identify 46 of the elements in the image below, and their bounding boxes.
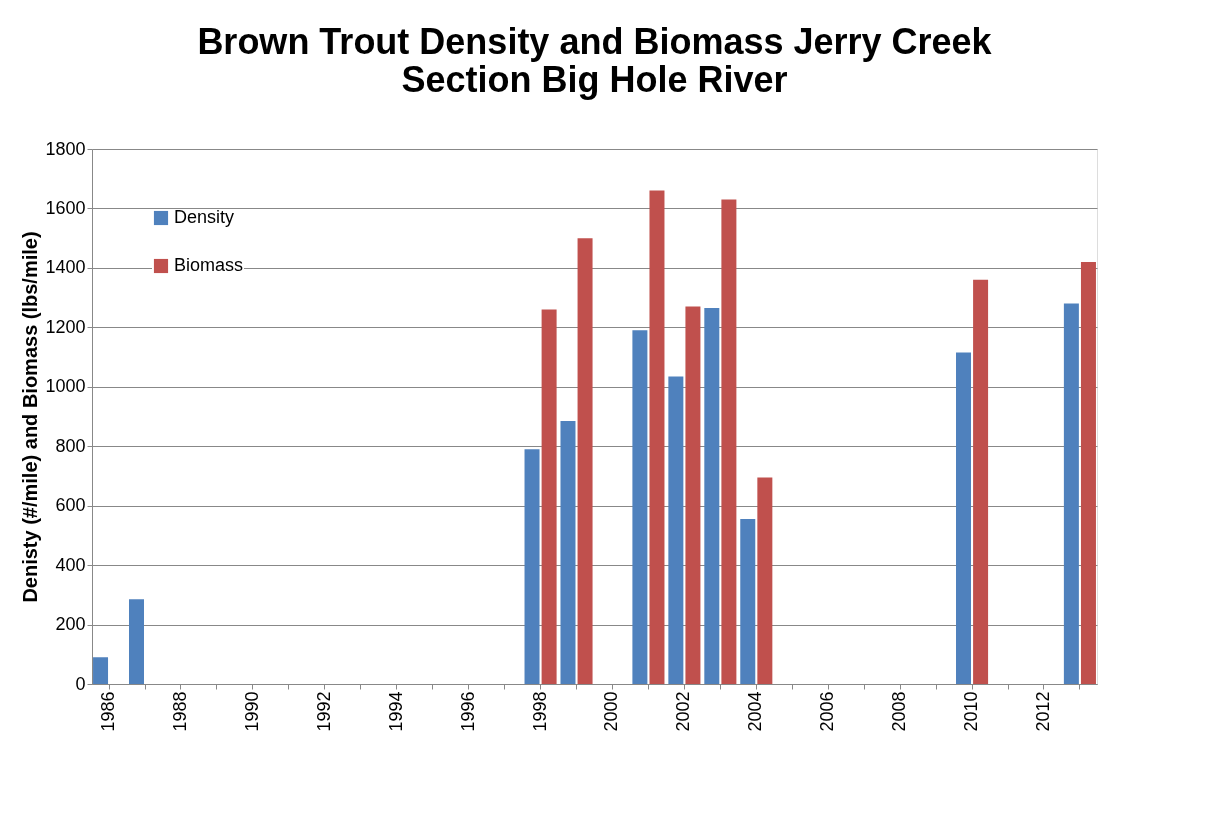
- x-tick-label: 2010: [961, 691, 982, 732]
- bar: [524, 449, 540, 684]
- x-tick-label: 1998: [529, 691, 550, 732]
- bar: [93, 657, 109, 684]
- bar: [685, 306, 701, 684]
- y-tick-label: 1600: [45, 197, 86, 218]
- x-tick-label: 2000: [601, 691, 622, 732]
- y-tick-label: 1400: [45, 257, 86, 278]
- bar: [740, 519, 756, 684]
- bar: [560, 420, 576, 684]
- bar: [632, 330, 648, 684]
- bar: [577, 238, 593, 684]
- bar: [973, 279, 989, 684]
- bar: [757, 477, 773, 684]
- y-tick-label: 800: [55, 435, 86, 456]
- y-tick-label: 1000: [45, 376, 86, 397]
- x-tick-label: 1996: [457, 691, 478, 732]
- x-tick-label: 2012: [1032, 691, 1053, 732]
- bar: [668, 376, 684, 684]
- chart-title: Brown Trout Density and Biomass Jerry Creek Section Big Hole River: [197, 21, 993, 100]
- y-tick-label: 600: [55, 495, 86, 516]
- y-axis-title: Denisty (#/mile) and Biomass (lbs/mile): [19, 231, 42, 603]
- y-tick-label: 1800: [45, 138, 86, 159]
- y-tick-label: 1200: [45, 316, 86, 337]
- legend-label: Density: [174, 207, 235, 227]
- y-tick-label: 400: [55, 554, 86, 575]
- bar: [956, 352, 972, 684]
- bar: [541, 309, 557, 684]
- x-tick-label: 1992: [313, 691, 334, 732]
- bar: [721, 199, 737, 684]
- bar: [704, 308, 720, 684]
- x-tick-label: 2008: [889, 691, 910, 732]
- x-tick-label: 2006: [817, 691, 838, 732]
- bar: [649, 190, 665, 684]
- bar: [129, 599, 144, 684]
- legend-label: Biomass: [174, 255, 244, 275]
- bar: [1063, 303, 1079, 684]
- x-tick-label: 2004: [745, 691, 766, 732]
- x-tick-label: 1986: [98, 691, 119, 732]
- x-tick-label: 2002: [673, 691, 694, 732]
- x-tick-label: 1994: [385, 691, 406, 732]
- y-tick-label: 200: [55, 614, 86, 635]
- x-tick-label: 1990: [241, 691, 262, 732]
- x-tick-label: 1988: [169, 691, 190, 732]
- y-tick-label: 0: [75, 673, 86, 694]
- bar: [1080, 261, 1096, 684]
